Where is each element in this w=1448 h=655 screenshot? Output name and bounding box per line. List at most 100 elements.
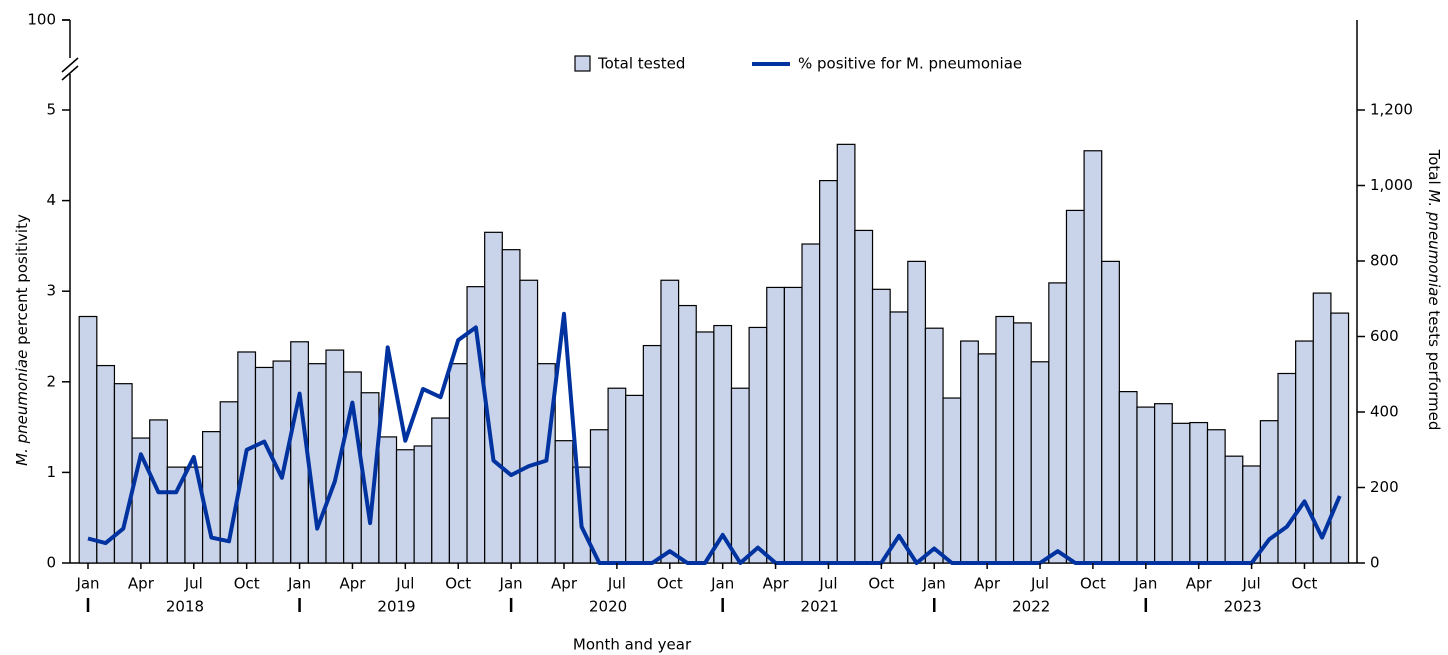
bar bbox=[801, 243, 821, 564]
bar bbox=[96, 364, 116, 564]
year-label: 2019 bbox=[377, 598, 415, 616]
y-tick-label: 4 bbox=[46, 191, 56, 209]
y2-tick-label: 1,200 bbox=[1370, 101, 1413, 119]
y2-axis-title: Total M. pneumoniae tests performed bbox=[1426, 149, 1444, 431]
bar bbox=[748, 326, 768, 564]
year-label: 2018 bbox=[166, 598, 204, 616]
bar bbox=[1154, 403, 1173, 564]
bar bbox=[730, 387, 750, 564]
x-tick-label: Jul bbox=[607, 575, 626, 593]
y2-tick-label: 400 bbox=[1370, 403, 1399, 421]
x-tick-label: Apr bbox=[763, 575, 790, 593]
bar bbox=[1277, 372, 1297, 564]
x-tick-label: Jul bbox=[1030, 575, 1049, 593]
y2-tick-label: 0 bbox=[1370, 554, 1380, 572]
bar bbox=[942, 397, 962, 564]
bar bbox=[1118, 391, 1138, 564]
bar bbox=[1206, 429, 1226, 564]
bar bbox=[660, 279, 680, 564]
x-axis-title: Month and year bbox=[573, 636, 692, 654]
y-axis-title: M. pneumoniae percent positivity bbox=[13, 214, 31, 466]
bar bbox=[854, 229, 874, 564]
x-tick-label: Jan bbox=[1133, 575, 1157, 593]
bar bbox=[889, 311, 909, 564]
bar bbox=[395, 449, 415, 564]
x-tick-label: Apr bbox=[551, 575, 578, 593]
x-tick-label: Jan bbox=[499, 575, 523, 593]
bars bbox=[78, 143, 1350, 564]
bar bbox=[554, 440, 574, 564]
bar bbox=[1065, 209, 1085, 564]
bar bbox=[783, 286, 803, 564]
bar bbox=[1242, 465, 1261, 564]
x-tick-label: Jul bbox=[184, 575, 203, 593]
bar bbox=[519, 279, 539, 564]
bar bbox=[378, 436, 398, 564]
legend-swatch bbox=[574, 55, 591, 72]
x-tick-label: Oct bbox=[657, 575, 683, 593]
bar bbox=[924, 327, 944, 564]
bar bbox=[977, 353, 997, 564]
x-tick-label: Jan bbox=[922, 575, 946, 593]
bar bbox=[907, 260, 927, 564]
x-tick-label: Apr bbox=[974, 575, 1001, 593]
bar bbox=[1101, 260, 1120, 564]
y2-tick-label: 1,000 bbox=[1370, 176, 1413, 194]
x-tick-label: Jul bbox=[395, 575, 414, 593]
x-tick-label: Apr bbox=[128, 575, 155, 593]
x-tick-label: Oct bbox=[234, 575, 260, 593]
y-tick-label: 0 bbox=[46, 554, 56, 572]
bar bbox=[413, 445, 433, 564]
year-label: 2022 bbox=[1012, 598, 1050, 616]
y2-tick-label: 200 bbox=[1370, 478, 1399, 496]
x-tick-label: Jul bbox=[818, 575, 837, 593]
legend-label: Total tested bbox=[597, 55, 685, 73]
bar bbox=[695, 331, 715, 564]
bar bbox=[995, 315, 1015, 564]
bar bbox=[1083, 150, 1103, 564]
x-tick-label: Oct bbox=[1080, 575, 1106, 593]
y-tick-label: 5 bbox=[46, 101, 56, 119]
bar bbox=[307, 363, 327, 564]
x-tick-label: Oct bbox=[445, 575, 471, 593]
bar bbox=[1030, 361, 1050, 564]
bar bbox=[431, 417, 451, 564]
bar bbox=[1295, 340, 1314, 564]
x-tick-label: Oct bbox=[868, 575, 894, 593]
bar bbox=[589, 429, 609, 564]
bar bbox=[713, 324, 733, 564]
bar bbox=[1012, 322, 1032, 564]
y2-axis-title-part: tests performed bbox=[1426, 306, 1444, 431]
line bbox=[87, 311, 1342, 565]
year-label: 2021 bbox=[801, 598, 839, 616]
x-tick-label: Oct bbox=[1292, 575, 1318, 593]
bar bbox=[607, 387, 627, 564]
year-label: 2020 bbox=[589, 598, 627, 616]
bar bbox=[625, 394, 644, 564]
bar bbox=[254, 366, 274, 564]
bar bbox=[484, 231, 503, 564]
bar bbox=[642, 344, 662, 564]
legend-label: % positive for M. pneumoniae bbox=[798, 55, 1022, 73]
bar bbox=[448, 363, 468, 564]
bar bbox=[960, 340, 979, 564]
x-tick-label: Jan bbox=[75, 575, 99, 593]
year-label: 2023 bbox=[1224, 598, 1262, 616]
y2-axis-title-part: Total bbox=[1426, 149, 1444, 190]
x-tick-label: Jul bbox=[1242, 575, 1261, 593]
y-tick-label: 2 bbox=[46, 372, 56, 390]
y-tick-label: 1 bbox=[46, 463, 56, 481]
bar bbox=[201, 431, 221, 564]
bar bbox=[819, 179, 838, 564]
bar bbox=[1189, 421, 1209, 564]
bar bbox=[1171, 422, 1191, 564]
y-axis-title-part: percent positivity bbox=[13, 214, 31, 350]
legend: Total tested % positive for M. pneumoniae bbox=[574, 55, 1022, 73]
bar bbox=[1224, 455, 1244, 564]
y2-tick-label: 600 bbox=[1370, 327, 1399, 345]
y-tick-label: 100 bbox=[27, 11, 56, 29]
y2-tick-label: 800 bbox=[1370, 252, 1399, 270]
bar bbox=[1136, 406, 1156, 564]
y-axis-title-part: M. pneumoniae bbox=[13, 350, 31, 466]
